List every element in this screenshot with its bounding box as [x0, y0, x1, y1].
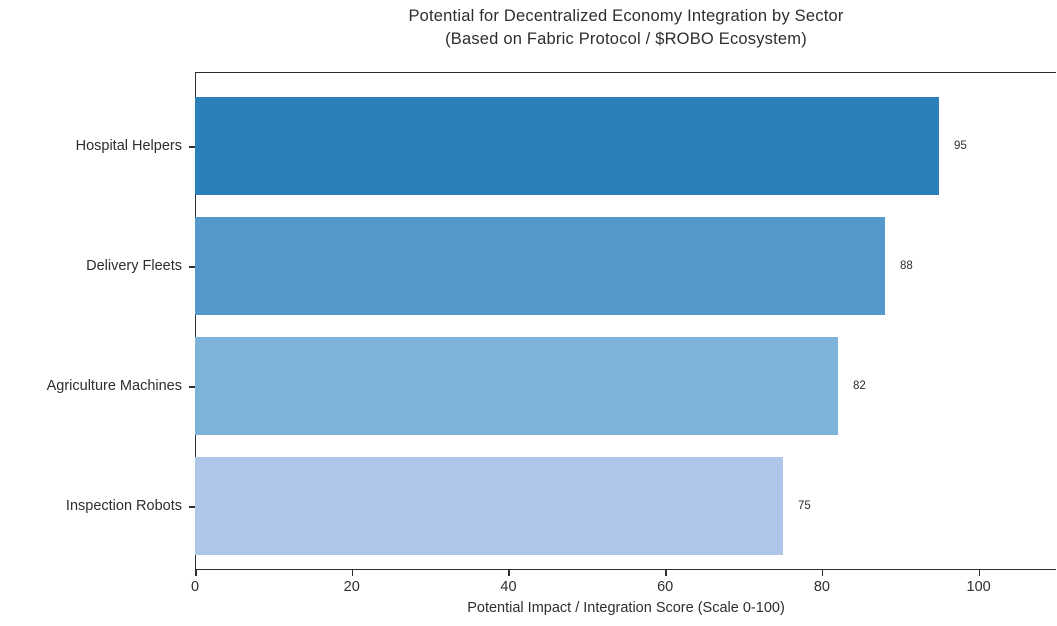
x-tick-mark — [978, 570, 981, 576]
x-tick-label: 20 — [343, 579, 360, 595]
plot-area — [195, 72, 1056, 570]
y-tick-mark — [189, 146, 195, 148]
y-tick-label: Hospital Helpers — [75, 138, 182, 154]
x-tick-label: 60 — [657, 579, 674, 595]
bar-hospital-helpers — [195, 97, 939, 195]
bar-agriculture-machines — [195, 337, 838, 435]
chart-title: Potential for Decentralized Economy Inte… — [408, 7, 844, 25]
bar-value-label: 95 — [954, 140, 967, 152]
x-axis-label: Potential Impact / Integration Score (Sc… — [467, 600, 785, 616]
x-tick-mark — [195, 570, 197, 576]
y-tick-mark — [189, 506, 195, 508]
x-tick-mark — [508, 570, 510, 576]
bar-value-label: 75 — [798, 500, 811, 512]
y-tick-mark — [189, 386, 195, 388]
x-tick-label: 80 — [813, 579, 830, 595]
y-tick-label: Agriculture Machines — [46, 378, 182, 394]
chart-title-block: Potential for Decentralized Economy Inte… — [195, 5, 1057, 51]
bar-value-label: 88 — [900, 260, 913, 272]
bar-value-label: 82 — [853, 380, 866, 392]
bar-inspection-robots — [195, 457, 783, 555]
x-tick-mark — [821, 570, 824, 576]
x-tick-label: 0 — [190, 579, 200, 595]
y-tick-label: Delivery Fleets — [86, 258, 182, 274]
chart-subtitle: (Based on Fabric Protocol / $ROBO Ecosys… — [445, 30, 807, 48]
x-tick-label: 40 — [500, 579, 517, 595]
x-tick-label: 100 — [966, 579, 991, 595]
y-tick-mark — [189, 266, 195, 268]
x-tick-mark — [665, 570, 667, 576]
bar-delivery-fleets — [195, 217, 885, 315]
y-tick-label: Inspection Robots — [65, 498, 182, 514]
x-tick-mark — [351, 570, 354, 576]
